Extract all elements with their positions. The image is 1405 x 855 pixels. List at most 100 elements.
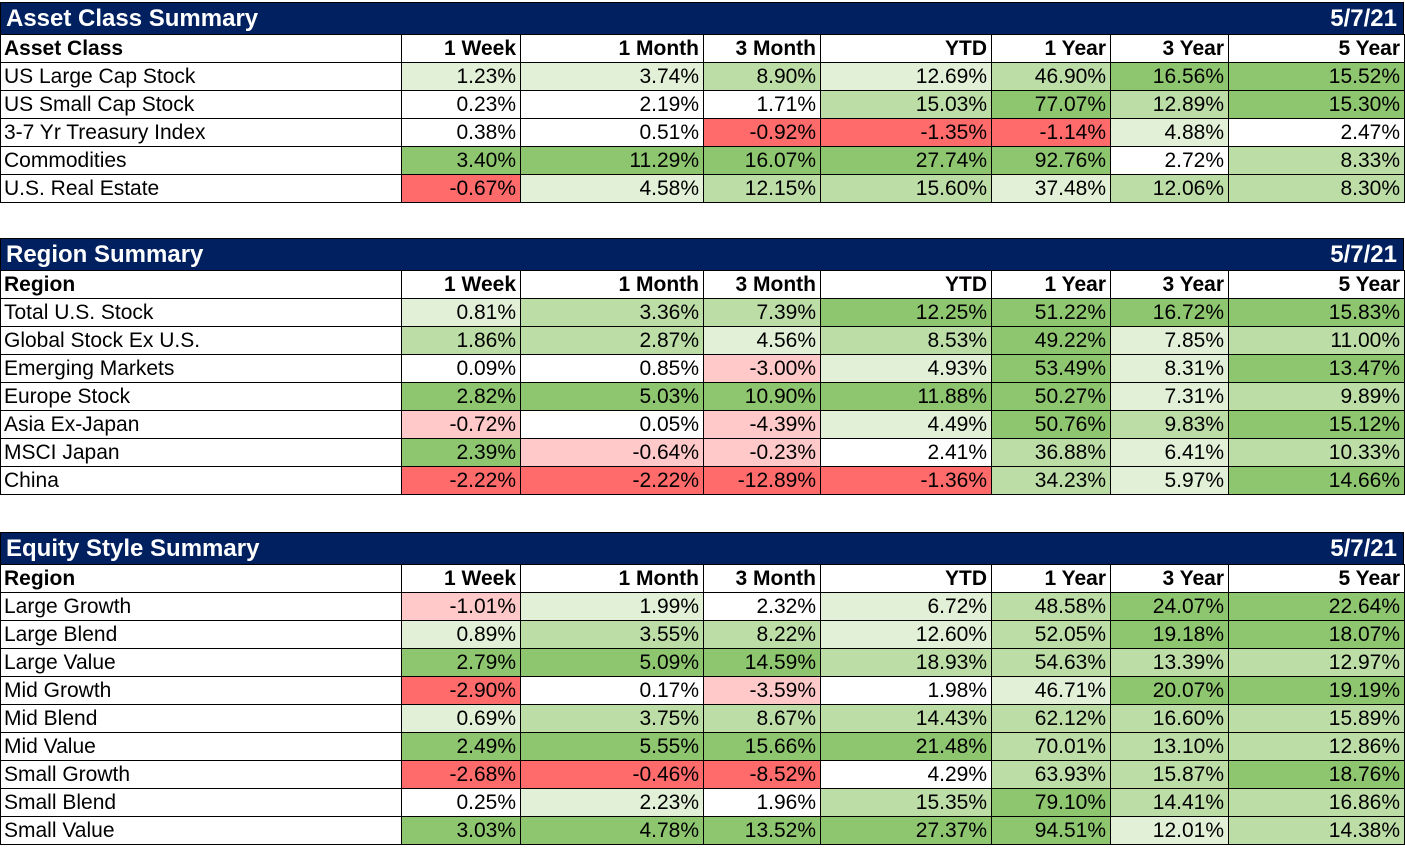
return-cell: 0.51% — [520, 118, 704, 147]
return-cell: 9.83% — [1110, 410, 1229, 439]
return-cell: -12.89% — [703, 466, 821, 495]
row-label: Large Growth — [0, 592, 402, 621]
period-header: 1 Month — [520, 34, 704, 63]
period-header: 5 Year — [1228, 34, 1405, 63]
return-cell: 0.25% — [401, 788, 521, 817]
return-cell: 1.96% — [703, 788, 821, 817]
return-cell: 15.35% — [820, 788, 992, 817]
return-cell: 4.29% — [820, 760, 992, 789]
return-cell: 0.89% — [401, 620, 521, 649]
return-cell: 8.31% — [1110, 354, 1229, 383]
return-cell: 13.47% — [1228, 354, 1405, 383]
return-cell: -0.92% — [703, 118, 821, 147]
return-cell: 6.41% — [1110, 438, 1229, 467]
period-header: 3 Month — [703, 564, 821, 593]
return-cell: 3.55% — [520, 620, 704, 649]
table-row: MSCI Japan 2.39% -0.64% -0.23% 2.41% 36.88% 6.… — [0, 438, 1405, 467]
row-label: Emerging Markets — [0, 354, 402, 383]
return-cell: 94.51% — [991, 816, 1111, 845]
summary-section: Region Summary 5/7/21 Region 1 Week 1 Month 3… — [0, 238, 1405, 495]
row-label-header: Asset Class — [0, 34, 402, 63]
return-cell: -8.52% — [703, 760, 821, 789]
return-cell: -3.59% — [703, 676, 821, 705]
return-cell: 2.19% — [520, 90, 704, 119]
row-label: U.S. Real Estate — [0, 174, 402, 203]
return-cell: 15.30% — [1228, 90, 1405, 119]
return-cell: 8.33% — [1228, 146, 1405, 175]
period-header: 5 Year — [1228, 564, 1405, 593]
return-cell: 2.23% — [520, 788, 704, 817]
return-cell: 6.72% — [820, 592, 992, 621]
return-cell: 10.90% — [703, 382, 821, 411]
return-cell: 0.09% — [401, 354, 521, 383]
period-header: 1 Week — [401, 564, 521, 593]
return-cell: 70.01% — [991, 732, 1111, 761]
return-cell: 1.23% — [401, 62, 521, 91]
period-header: 1 Year — [991, 564, 1111, 593]
section-date: 5/7/21 — [1330, 4, 1397, 32]
table-row: US Small Cap Stock 0.23% 2.19% 1.71% 15.03% 7… — [0, 90, 1405, 119]
return-cell: 18.93% — [820, 648, 992, 677]
section-title: Equity Style Summary — [6, 534, 260, 562]
row-label: US Small Cap Stock — [0, 90, 402, 119]
return-cell: 3.03% — [401, 816, 521, 845]
row-label: Large Blend — [0, 620, 402, 649]
table-row: Mid Value 2.49% 5.55% 15.66% 21.48% 70.01% 13.… — [0, 732, 1405, 761]
return-cell: 15.12% — [1228, 410, 1405, 439]
table-row: Asia Ex-Japan -0.72% 0.05% -4.39% 4.49% 50.76… — [0, 410, 1405, 439]
period-header: 1 Year — [991, 34, 1111, 63]
return-cell: 5.55% — [520, 732, 704, 761]
return-cell: 13.39% — [1110, 648, 1229, 677]
return-cell: 5.97% — [1110, 466, 1229, 495]
table-row: Small Growth -2.68% -0.46% -8.52% 4.29% 63.93… — [0, 760, 1405, 789]
return-cell: 8.90% — [703, 62, 821, 91]
return-cell: 21.48% — [820, 732, 992, 761]
return-cell: 15.87% — [1110, 760, 1229, 789]
return-cell: 19.18% — [1110, 620, 1229, 649]
return-cell: 0.69% — [401, 704, 521, 733]
return-cell: 8.53% — [820, 326, 992, 355]
row-label: US Large Cap Stock — [0, 62, 402, 91]
section-banner: Asset Class Summary 5/7/21 — [0, 2, 1404, 34]
return-cell: 4.88% — [1110, 118, 1229, 147]
table-row: Emerging Markets 0.09% 0.85% -3.00% 4.93% 53.… — [0, 354, 1405, 383]
return-cell: -3.00% — [703, 354, 821, 383]
return-cell: 14.59% — [703, 648, 821, 677]
row-label-header: Region — [0, 564, 402, 593]
return-cell: 12.60% — [820, 620, 992, 649]
return-cell: 12.25% — [820, 298, 992, 327]
period-header: 3 Month — [703, 270, 821, 299]
return-cell: 49.22% — [991, 326, 1111, 355]
return-cell: 51.22% — [991, 298, 1111, 327]
return-cell: 15.83% — [1228, 298, 1405, 327]
return-cell: 20.07% — [1110, 676, 1229, 705]
row-label: Small Blend — [0, 788, 402, 817]
return-cell: -2.90% — [401, 676, 521, 705]
return-cell: 79.10% — [991, 788, 1111, 817]
return-cell: 16.07% — [703, 146, 821, 175]
return-cell: 14.43% — [820, 704, 992, 733]
row-label: Total U.S. Stock — [0, 298, 402, 327]
return-cell: -0.72% — [401, 410, 521, 439]
return-cell: 18.07% — [1228, 620, 1405, 649]
row-label: Global Stock Ex U.S. — [0, 326, 402, 355]
table-row: U.S. Real Estate -0.67% 4.58% 12.15% 15.60% 3… — [0, 174, 1405, 203]
table-row: US Large Cap Stock 1.23% 3.74% 8.90% 12.69% 4… — [0, 62, 1405, 91]
period-header: 5 Year — [1228, 270, 1405, 299]
return-cell: 5.03% — [520, 382, 704, 411]
return-cell: 2.87% — [520, 326, 704, 355]
return-cell: 50.76% — [991, 410, 1111, 439]
section-date: 5/7/21 — [1330, 534, 1397, 562]
return-cell: 15.60% — [820, 174, 992, 203]
period-header: 3 Year — [1110, 564, 1229, 593]
return-cell: 15.89% — [1228, 704, 1405, 733]
return-cell: 13.52% — [703, 816, 821, 845]
return-cell: -0.46% — [520, 760, 704, 789]
return-cell: 2.82% — [401, 382, 521, 411]
return-cell: 63.93% — [991, 760, 1111, 789]
return-cell: -0.64% — [520, 438, 704, 467]
return-cell: 0.23% — [401, 90, 521, 119]
return-cell: 16.56% — [1110, 62, 1229, 91]
return-cell: 7.31% — [1110, 382, 1229, 411]
return-cell: -4.39% — [703, 410, 821, 439]
